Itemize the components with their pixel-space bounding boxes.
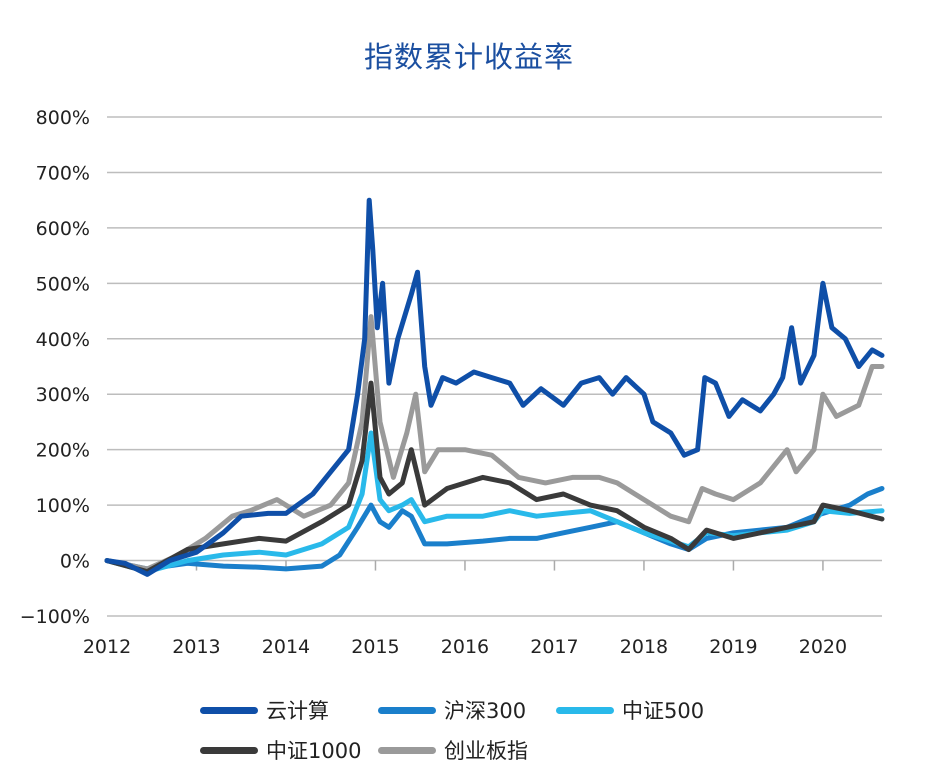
legend-label: 中证500: [622, 699, 705, 723]
y-tick-label: 500%: [36, 273, 90, 295]
legend-swatch: [200, 746, 258, 754]
y-tick-label: 700%: [36, 162, 90, 184]
x-tick-label: 2015: [351, 636, 399, 658]
x-tick-label: 2016: [441, 636, 489, 658]
legend-item: 中证500: [556, 695, 704, 725]
y-tick-label: 0%: [60, 551, 90, 573]
legend-label: 沪深300: [444, 699, 527, 723]
y-tick-label: 400%: [36, 329, 90, 351]
x-tick-label: 2013: [172, 636, 220, 658]
x-tick-label: 2020: [799, 636, 847, 658]
legend-label: 创业板指: [444, 739, 528, 763]
x-tick-label: 2017: [530, 636, 578, 658]
y-tick-label: 800%: [36, 107, 90, 129]
y-tick-label: 600%: [36, 218, 90, 240]
legend-swatch: [200, 706, 258, 714]
x-tick-label: 2019: [709, 636, 757, 658]
x-tick-label: 2018: [620, 636, 668, 658]
y-tick-label: 200%: [36, 440, 90, 462]
legend-swatch: [378, 706, 436, 714]
legend-swatch: [378, 746, 436, 754]
y-tick-label: 100%: [36, 495, 90, 517]
series-line-中证1000: [104, 380, 885, 575]
chart-title: 指数累计收益率: [363, 40, 574, 74]
legend-item: 中证1000: [200, 735, 361, 765]
legend-item: 创业板指: [378, 735, 528, 765]
y-tick-label: 300%: [36, 384, 90, 406]
legend-label: 中证1000: [266, 739, 362, 763]
x-tick-label: 2014: [262, 636, 310, 658]
series-line-云计算: [104, 197, 885, 577]
x-tick-label: 2012: [83, 636, 131, 658]
legend-item: 沪深300: [378, 695, 526, 725]
legend-label: 云计算: [266, 699, 329, 723]
y-tick-label: −100%: [20, 606, 90, 628]
legend-swatch: [556, 706, 614, 714]
series-line-中证500: [104, 430, 885, 575]
legend-item: 云计算: [200, 695, 329, 725]
